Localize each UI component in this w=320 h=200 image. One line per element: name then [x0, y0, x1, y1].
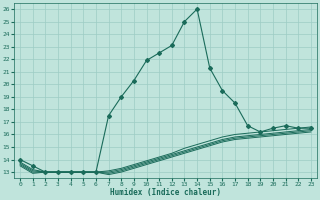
X-axis label: Humidex (Indice chaleur): Humidex (Indice chaleur)	[110, 188, 221, 197]
